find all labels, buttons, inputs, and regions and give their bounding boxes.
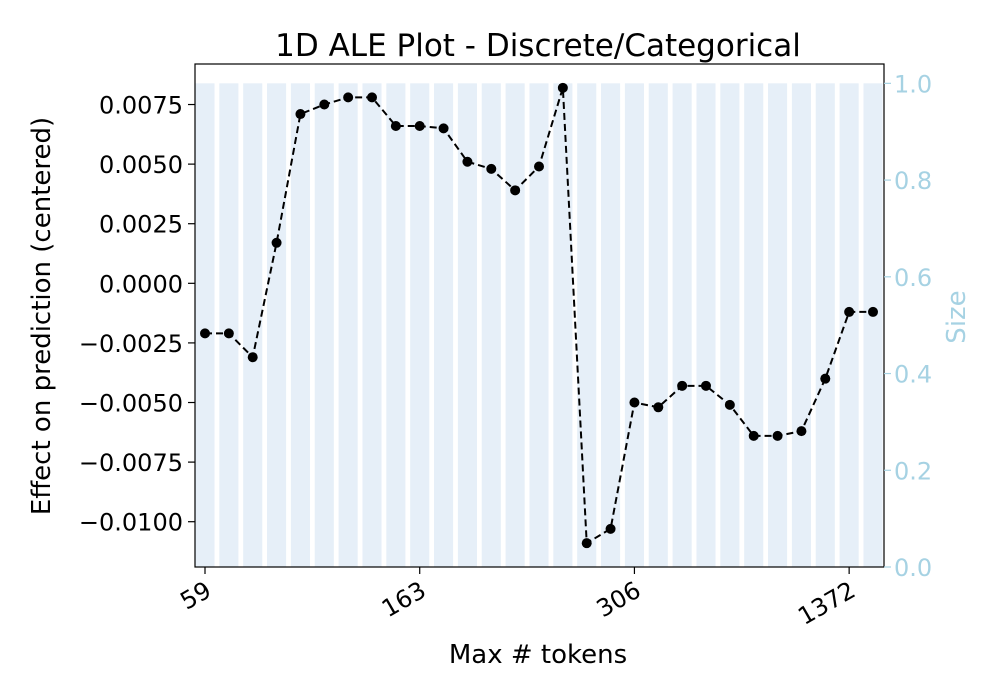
ale-point (200, 328, 210, 339)
size-bar (577, 83, 597, 567)
y-axis-label: Effect on prediction (centered) (27, 117, 57, 515)
size-bar (457, 83, 477, 567)
x-tick-label: 163 (377, 576, 431, 623)
y-axis-ticks: 0.0075 0.0050 0.0025 0.0000 −0.0025 −0.0050 −0… (79, 92, 195, 537)
size-bar (791, 83, 811, 567)
ale-point (868, 306, 878, 317)
ale-point (295, 109, 306, 120)
size-bar (243, 83, 263, 567)
size-bar (267, 83, 287, 567)
size-bar (434, 83, 454, 567)
ale-point (534, 161, 544, 172)
y2-tick-label: 0.4 (894, 361, 932, 389)
y-tick-label: −0.0100 (79, 509, 183, 537)
size-bar (672, 83, 692, 567)
size-bar (768, 83, 788, 567)
size-bar (362, 83, 382, 567)
y2-axis-label: Size (942, 290, 972, 343)
size-bar (219, 83, 239, 567)
size-bar (410, 83, 430, 567)
size-bar (624, 83, 644, 567)
ale-point (724, 399, 735, 410)
ale-point (629, 397, 640, 408)
y2-tick-label: 0.2 (894, 457, 932, 485)
ale-point (510, 185, 521, 196)
size-bar (744, 83, 764, 567)
size-bar (314, 83, 334, 567)
ale-point (343, 92, 354, 103)
chart-title: 1D ALE Plot - Discrete/Categorical (275, 28, 801, 64)
ale-point (367, 92, 377, 103)
x-tick-label: 1372 (793, 576, 860, 631)
ale-point (677, 380, 688, 391)
size-bar (195, 83, 215, 567)
y2-tick-label: 1.0 (894, 70, 932, 98)
size-bars (195, 83, 883, 567)
ale-point (247, 352, 258, 363)
size-bar (839, 83, 859, 567)
ale-point (605, 523, 616, 534)
ale-point (844, 306, 855, 317)
y-tick-label: −0.0075 (79, 449, 183, 477)
y-tick-label: −0.0050 (79, 390, 183, 418)
size-bar (648, 83, 668, 567)
y-tick-label: −0.0025 (79, 330, 183, 358)
ale-point (820, 373, 831, 384)
ale-point (557, 82, 568, 93)
size-bar (863, 83, 883, 567)
x-axis-label: Max # tokens (449, 640, 627, 670)
y2-tick-label: 0.6 (894, 264, 932, 292)
ale-point (772, 430, 783, 441)
ale-point (462, 156, 473, 167)
size-bar (553, 83, 573, 567)
y-tick-label: 0.0050 (99, 151, 183, 179)
y-tick-label: 0.0075 (99, 92, 183, 120)
ale-point (438, 123, 449, 134)
size-bar (696, 83, 716, 567)
size-bar (386, 83, 406, 567)
ale-point (701, 380, 711, 391)
size-bar (529, 83, 549, 567)
ale-point (653, 402, 664, 413)
ale-point (319, 99, 330, 110)
size-bar (720, 83, 740, 567)
ale-point (581, 538, 592, 549)
size-bar (290, 83, 310, 567)
ale-point (223, 328, 234, 339)
size-bar (601, 83, 621, 567)
ale-series (200, 82, 878, 549)
y2-tick-label: 0.0 (894, 554, 932, 582)
ale-point (390, 120, 401, 131)
y-tick-label: 0.0000 (99, 270, 183, 298)
size-bar (815, 83, 835, 567)
ale-point (748, 430, 759, 441)
size-bar (505, 83, 525, 567)
x-axis-ticks: 59 163 306 1372 (176, 567, 860, 631)
y2-axis-ticks: 0.0 0.2 0.4 0.6 0.8 1.0 (884, 70, 932, 582)
ale-point (486, 163, 497, 174)
x-tick-label: 59 (176, 576, 216, 616)
ale-point (414, 120, 425, 131)
y-tick-label: 0.0025 (99, 211, 183, 239)
ale-point (796, 426, 807, 437)
plot-frame (194, 63, 885, 568)
size-bar (338, 83, 358, 567)
ale-point (271, 237, 282, 248)
y2-tick-label: 0.8 (894, 167, 932, 195)
x-tick-label: 306 (592, 576, 646, 623)
size-bar (481, 83, 501, 567)
